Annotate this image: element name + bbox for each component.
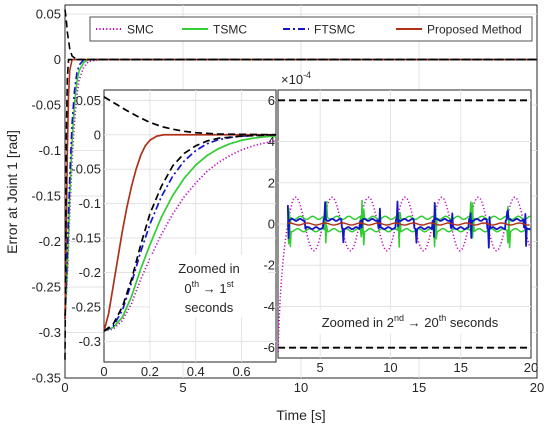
main-x-ticks: 0 5 10 15 20 bbox=[61, 380, 544, 395]
inset1-y-tick-label: -0.1 bbox=[79, 196, 101, 211]
main-y-tick-label: 0 bbox=[54, 52, 61, 67]
inset2-y-tick-label: -2 bbox=[263, 258, 275, 273]
inset2-y-tick-label: 6 bbox=[268, 93, 275, 108]
main-y-tick-label: -0.1 bbox=[39, 143, 61, 158]
legend-label-ftsmc: FTSMC bbox=[314, 23, 356, 37]
main-y-tick-label: -0.3 bbox=[39, 325, 61, 340]
inset2-y-tick-label: -4 bbox=[263, 299, 275, 314]
main-y-ticks: -0.35 -0.3 -0.25 -0.2 -0.15 -0.1 -0.05 0 0.05 bbox=[31, 7, 61, 386]
inset-early-annotation-line3: seconds bbox=[185, 300, 234, 315]
main-y-tick-label: -0.2 bbox=[39, 234, 61, 249]
inset2-y-tick-label: 2 bbox=[268, 175, 275, 190]
inset-late-x-ticks: 5 10 15 20 bbox=[317, 360, 539, 375]
inset2-y-tick-label: -6 bbox=[263, 340, 275, 355]
inset-early-plot-area bbox=[103, 89, 277, 363]
main-x-tick-label: 15 bbox=[412, 380, 426, 395]
inset-early-series-tsmc bbox=[103, 135, 277, 332]
inset1-x-tick-label: 0.2 bbox=[141, 364, 159, 379]
legend-label-proposed-method: Proposed Method bbox=[427, 23, 522, 37]
x-axis-title: Time [s] bbox=[276, 407, 325, 423]
inset1-x-tick-label: 0 bbox=[100, 364, 107, 379]
inset1-y-tick-label: -0.15 bbox=[71, 231, 101, 246]
inset-late-exponent-label: ×10-4 bbox=[281, 70, 311, 87]
inset1-y-tick-label: -0.25 bbox=[71, 299, 101, 314]
inset-early-x-ticks: 0 0.2 0.4 0.6 bbox=[100, 364, 250, 379]
inset-early-zoom: 0 0.2 0.4 0.6 -0.3-0.25-0.2-0.15-0.1-0.0500… bbox=[71, 89, 277, 379]
inset2-y-tick-label: 4 bbox=[268, 134, 275, 149]
inset1-y-tick-label: -0.2 bbox=[79, 265, 101, 280]
main-series bbox=[64, 9, 537, 360]
inset-early-series-bound bbox=[103, 133, 277, 332]
inset2-x-tick-label: 15 bbox=[453, 360, 467, 375]
inset-late-y-ticks: -6 -4 -2 0 2 4 6 bbox=[263, 93, 275, 355]
inset1-x-tick-label: 0.6 bbox=[233, 364, 251, 379]
main-series-bound bbox=[64, 58, 537, 360]
inset1-y-tick-label: -0.05 bbox=[71, 162, 101, 177]
inset2-x-tick-label: 20 bbox=[524, 360, 538, 375]
legend-label-smc: SMC bbox=[127, 23, 154, 37]
main-y-tick-label: -0.05 bbox=[31, 98, 61, 113]
inset-early-series-smc bbox=[103, 140, 277, 332]
main-x-tick-label: 0 bbox=[61, 380, 68, 395]
main-x-tick-label: 5 bbox=[179, 380, 186, 395]
inset-early-annotation-bg bbox=[150, 255, 268, 317]
inset1-x-tick-label: 0.4 bbox=[187, 364, 205, 379]
main-series-bound bbox=[64, 9, 537, 61]
inset-early-y-ticks: -0.3 -0.25 -0.2 -0.15 -0.1 -0.05 0 0.05 bbox=[71, 93, 101, 349]
inset-early-series-ftsmc bbox=[103, 133, 277, 332]
legend-box bbox=[89, 16, 533, 42]
main-y-tick-label: -0.15 bbox=[31, 189, 61, 204]
inset-early-series-proposed-method bbox=[103, 133, 276, 332]
inset-late-annotation: Zoomed in 2nd → 20th seconds bbox=[322, 313, 499, 330]
inset-early-annotation-line1: Zoomed in bbox=[178, 261, 239, 276]
main-x-tick-label: 20 bbox=[530, 380, 544, 395]
main-series-ftsmc bbox=[64, 58, 537, 319]
legend-label-tsmc: TSMC bbox=[213, 23, 247, 37]
inset1-y-tick-label: -0.3 bbox=[79, 334, 101, 349]
y-axis-title: Error at Joint 1 [rad] bbox=[4, 130, 20, 254]
inset1-y-tick-label: 0.05 bbox=[76, 93, 101, 108]
main-y-tick-label: -0.35 bbox=[31, 371, 61, 386]
main-x-tick-label: 10 bbox=[294, 380, 308, 395]
inset-late-zoom: 5 10 15 20 -6 -4 -2 0 2 4 6 ×10-4 Zoomed in 2nd →… bbox=[263, 70, 538, 375]
inset-late-annotation-bg bbox=[297, 310, 523, 334]
legend: SMC TSMC FTSMC Proposed Method bbox=[89, 16, 533, 42]
inset-early-series bbox=[103, 96, 277, 332]
inset-late-series-ftsmc bbox=[286, 200, 531, 249]
main-y-tick-label: 0.05 bbox=[36, 7, 61, 22]
inset-late-series bbox=[277, 99, 532, 352]
inset2-y-tick-label: 0 bbox=[268, 217, 275, 232]
main-y-tick-label: -0.25 bbox=[31, 280, 61, 295]
inset2-x-tick-label: 10 bbox=[383, 360, 397, 375]
inset2-x-tick-label: 5 bbox=[317, 360, 324, 375]
inset1-y-tick-label: 0 bbox=[94, 127, 101, 142]
inset-late-series-proposed-method bbox=[287, 222, 530, 226]
inset-early-series-bound bbox=[103, 96, 277, 136]
